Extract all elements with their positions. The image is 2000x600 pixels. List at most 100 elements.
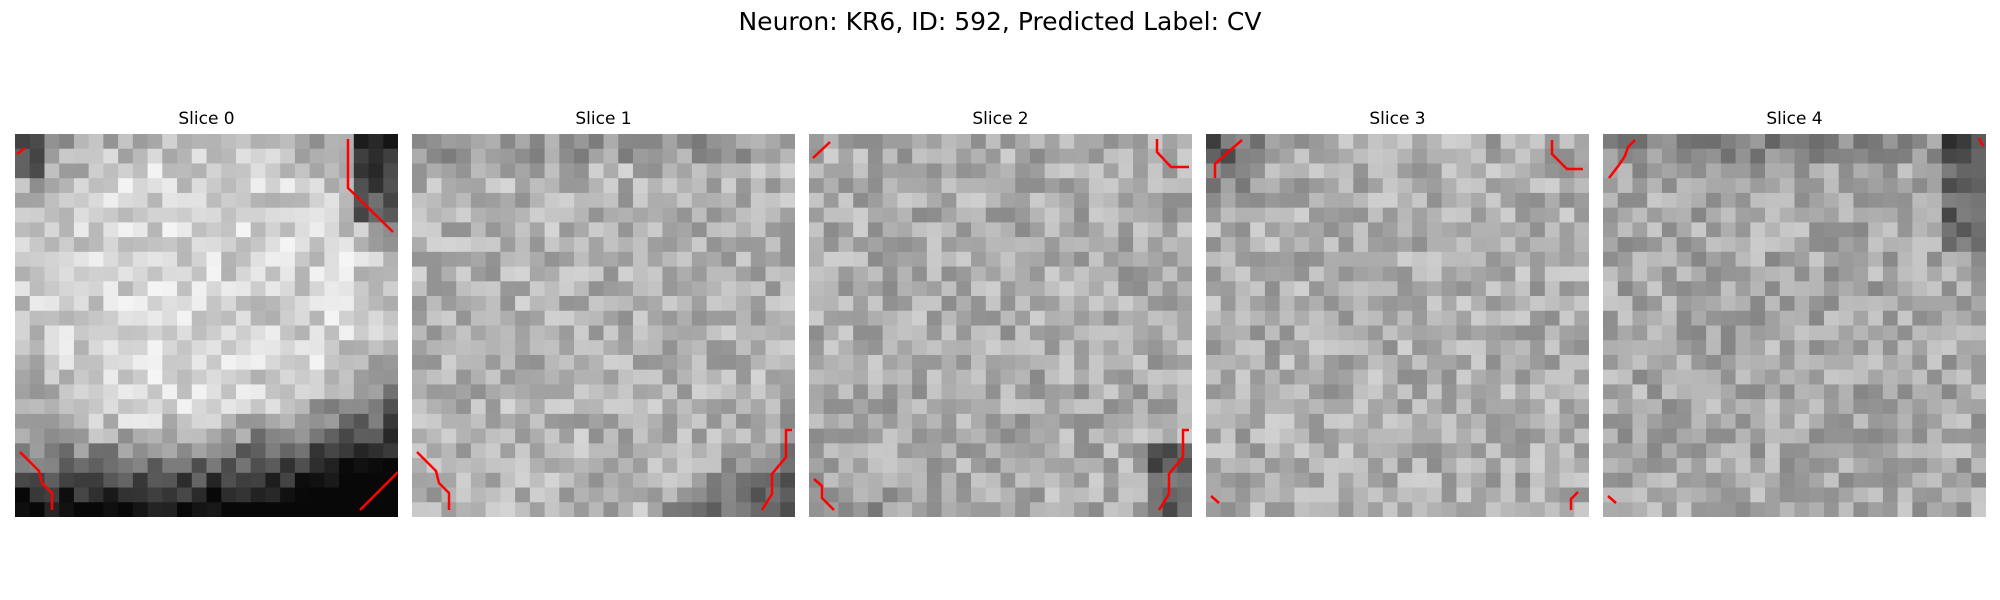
image-pixel: [1617, 399, 1634, 415]
image-pixel: [147, 458, 163, 474]
image-pixel: [441, 428, 457, 444]
image-pixel: [1309, 192, 1325, 209]
image-pixel: [1617, 443, 1634, 459]
image-pixel: [853, 207, 869, 223]
image-pixel: [618, 487, 634, 503]
image-pixel: [265, 281, 281, 297]
image-pixel: [441, 296, 457, 312]
image-pixel: [1882, 178, 1899, 194]
image-pixel: [1720, 237, 1737, 253]
image-pixel: [162, 369, 178, 386]
image-pixel: [603, 487, 619, 503]
image-pixel: [118, 266, 134, 282]
image-pixel: [1941, 163, 1958, 179]
image-pixel: [632, 487, 649, 503]
image-pixel: [59, 281, 75, 297]
image-pixel: [618, 354, 634, 371]
image-pixel: [1250, 222, 1266, 238]
image-pixel: [1471, 325, 1487, 341]
image-pixel: [1676, 443, 1692, 459]
image-pixel: [294, 281, 311, 297]
image-pixel: [177, 502, 193, 517]
image-pixel: [1676, 207, 1692, 223]
image-pixel: [529, 384, 546, 400]
image-pixel: [309, 281, 325, 297]
image-pixel: [912, 399, 928, 415]
image-pixel: [191, 340, 208, 356]
image-pixel: [221, 428, 237, 444]
image-pixel: [1515, 428, 1531, 444]
image-pixel: [147, 502, 163, 517]
image-pixel: [1456, 487, 1472, 503]
image-pixel: [1574, 443, 1589, 459]
image-pixel: [1853, 207, 1869, 223]
image-pixel: [1353, 296, 1369, 312]
image-pixel: [765, 251, 781, 268]
image-pixel: [706, 487, 722, 503]
image-pixel: [941, 399, 957, 415]
image-pixel: [1000, 340, 1016, 356]
image-pixel: [280, 487, 296, 503]
image-pixel: [588, 487, 605, 503]
image-pixel: [750, 399, 767, 415]
image-pixel: [1676, 399, 1692, 415]
image-pixel: [88, 281, 104, 297]
image-pixel: [662, 384, 678, 400]
image-pixel: [1838, 384, 1855, 400]
image-pixel: [412, 178, 428, 194]
image-pixel: [1029, 384, 1046, 400]
image-pixel: [500, 369, 516, 386]
image-pixel: [1530, 458, 1546, 474]
image-pixel: [1264, 502, 1281, 517]
image-pixel: [73, 266, 90, 282]
image-pixel: [677, 163, 693, 179]
image-pixel: [1456, 163, 1472, 179]
image-pixel: [1162, 207, 1178, 223]
image-pixel: [1809, 148, 1825, 165]
image-pixel: [1661, 413, 1678, 430]
image-pixel: [470, 472, 487, 489]
image-pixel: [1661, 502, 1678, 517]
image-pixel: [765, 354, 781, 371]
image-pixel: [191, 443, 208, 459]
image-pixel: [1118, 266, 1134, 282]
image-pixel: [88, 310, 104, 327]
image-pixel: [588, 163, 605, 179]
image-pixel: [1162, 369, 1178, 386]
image-pixel: [324, 428, 340, 444]
image-pixel: [221, 310, 237, 327]
image-pixel: [1794, 354, 1810, 371]
image-pixel: [1706, 399, 1722, 415]
image-pixel: [529, 472, 546, 489]
image-pixel: [1264, 310, 1281, 327]
image-pixel: [15, 222, 31, 238]
image-pixel: [662, 354, 678, 371]
image-pixel: [1412, 296, 1428, 312]
image-pixel: [15, 399, 31, 415]
image-pixel: [912, 207, 928, 223]
image-pixel: [1250, 296, 1266, 312]
image-pixel: [1353, 354, 1369, 371]
image-pixel: [1029, 148, 1046, 165]
image-pixel: [1706, 237, 1722, 253]
image-pixel: [662, 266, 678, 282]
image-pixel: [647, 310, 664, 327]
image-pixel: [559, 428, 575, 444]
image-pixel: [1515, 369, 1531, 386]
image-pixel: [29, 443, 46, 459]
image-pixel: [29, 296, 46, 312]
image-pixel: [235, 148, 252, 165]
image-pixel: [588, 251, 605, 268]
image-pixel: [1838, 266, 1855, 282]
image-pixel: [632, 134, 649, 150]
image-pixel: [1544, 222, 1561, 238]
image-pixel: [691, 222, 708, 238]
image-pixel: [103, 413, 119, 430]
image-pixel: [912, 148, 928, 165]
image-pixel: [1485, 384, 1502, 400]
image-pixel: [1206, 384, 1222, 400]
image-pixel: [1559, 207, 1575, 223]
image-pixel: [1647, 458, 1663, 474]
image-pixel: [1927, 472, 1943, 489]
contour-line: [16, 147, 26, 155]
